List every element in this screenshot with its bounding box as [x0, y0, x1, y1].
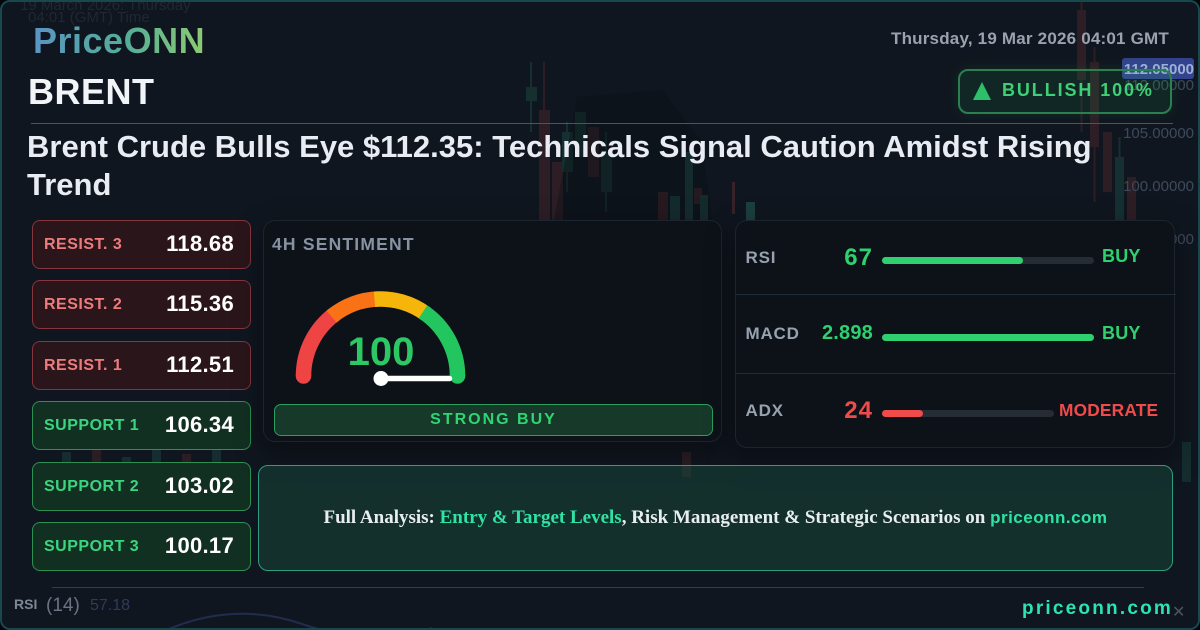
svg-text:19 March 2026: Thursday: 19 March 2026: Thursday	[20, 2, 191, 14]
svg-text:✕: ✕	[1172, 604, 1185, 621]
svg-text:RSI: RSI	[14, 596, 37, 612]
svg-text:100.00000: 100.00000	[1123, 178, 1194, 195]
svg-text:04:01 (GMT) Time: 04:01 (GMT) Time	[28, 9, 150, 26]
svg-text:112.00000: 112.00000	[1124, 77, 1194, 94]
svg-text:105.00000: 105.00000	[1123, 125, 1194, 142]
svg-text:(14): (14)	[46, 595, 80, 616]
svg-text:57.18: 57.18	[90, 597, 130, 614]
